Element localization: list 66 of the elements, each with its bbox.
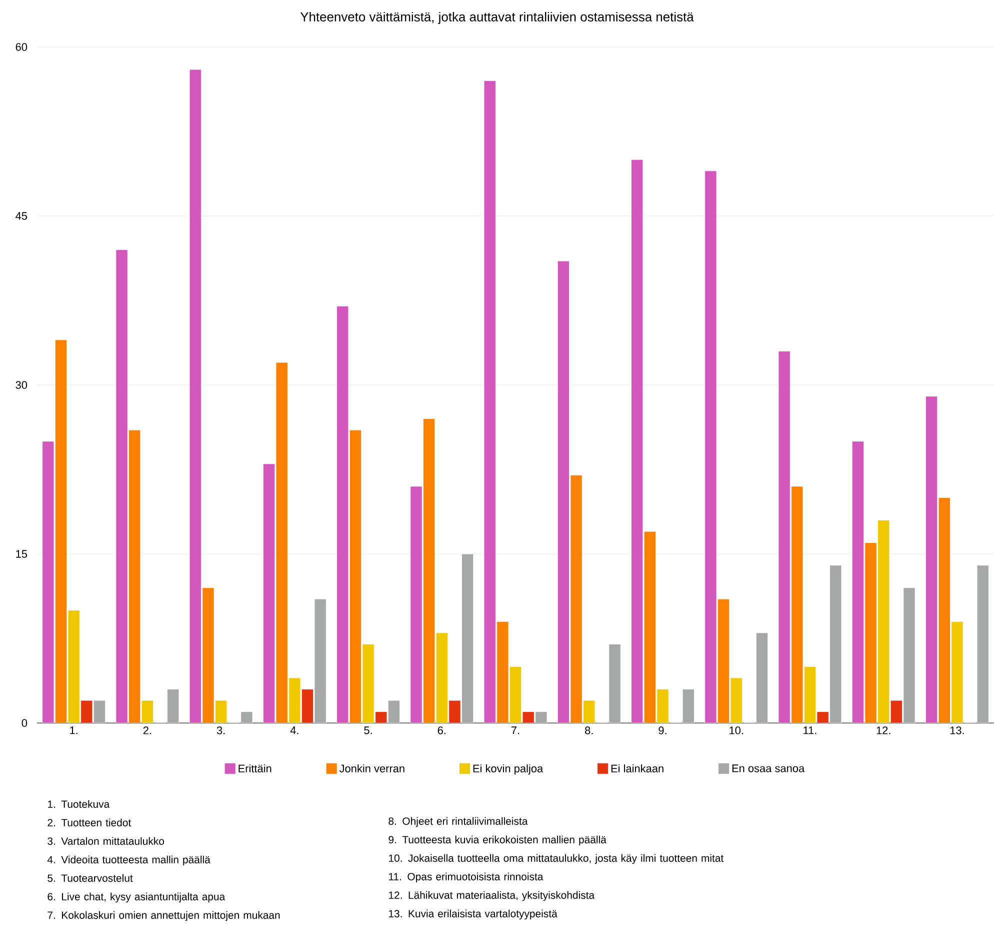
legend-label: En osaa sanoa	[732, 764, 805, 772]
bar	[423, 418, 436, 723]
chart-title: Yhteenveto väittämistä, jotka auttavat rintaliivien ostamisessa netistä	[300, 12, 694, 24]
legend-label: Erittäin	[238, 764, 272, 772]
text: 2. Tuotteen tiedot	[48, 818, 132, 826]
bar	[215, 700, 228, 723]
text: 12. Lähikuvat materiaalista, yksityiskohdista	[389, 891, 595, 901]
text: 7. Kokolaskuri omien annettujen mittojen mukaan	[48, 911, 280, 921]
x-tick-label: 11.	[804, 726, 816, 734]
x-tick-label: 4.	[290, 726, 298, 734]
bar	[730, 678, 742, 723]
bar	[141, 700, 154, 723]
text: 13. Kuvia erilaisista vartalotyypeistä	[389, 910, 558, 920]
x-tick-label: 10.	[730, 726, 743, 734]
text: 1. Tuotekuva	[48, 800, 110, 808]
text: 11. Opas erimuotoisista rinnoista	[389, 872, 544, 882]
bar	[68, 610, 80, 723]
bar	[890, 700, 902, 723]
text: 5. Tuotearvostelut	[48, 874, 133, 882]
bar	[80, 700, 93, 723]
y-tick-label: 0	[22, 719, 28, 727]
bar	[951, 621, 964, 723]
bar	[804, 666, 816, 723]
text: 8. Ohjeet eri rintaliivimalleista	[388, 817, 528, 827]
bar	[362, 644, 374, 723]
x-tick-label: 13.	[950, 726, 964, 734]
x-tick-label: 8.	[585, 726, 593, 734]
bar	[288, 678, 301, 723]
bar	[496, 621, 509, 723]
bar	[54, 340, 67, 723]
bar	[349, 430, 362, 723]
bar	[791, 486, 804, 723]
y-tick-label: 60	[16, 43, 28, 51]
bar	[864, 542, 877, 723]
x-tick-label: 7.	[512, 726, 520, 734]
text: 4. Videoita tuotteesta mallin päällä	[47, 856, 210, 866]
x-tick-label: 6.	[438, 726, 446, 734]
bar	[938, 497, 950, 723]
bar	[570, 474, 582, 723]
text: 9. Tuotteesta kuvia erikokoisten mallien päällä	[388, 836, 606, 846]
bar	[301, 688, 314, 723]
x-tick-label: 1.	[70, 726, 78, 734]
x-tick-label: 2.	[143, 726, 151, 734]
x-tick-label: 3.	[216, 726, 225, 734]
y-tick-label: 30	[16, 381, 28, 389]
bar	[718, 598, 730, 723]
bar	[128, 430, 141, 723]
bar	[276, 362, 288, 723]
legend-label: Ei lainkaan	[611, 764, 664, 772]
text: 6. Live chat, kysy asiantuntijalta apua	[48, 892, 226, 902]
legend-label: Jonkin verran	[339, 764, 404, 772]
bar	[448, 700, 461, 723]
bar	[583, 700, 596, 723]
x-tick-label: 9.	[658, 726, 666, 734]
bar	[644, 531, 656, 723]
x-tick-label: 5.	[364, 726, 372, 734]
y-tick-label: 45	[16, 212, 28, 220]
bar	[878, 520, 890, 723]
legend-label: Ei kovin paljoa	[473, 764, 544, 775]
bar	[509, 666, 522, 723]
text: 10. Jokaisella tuotteella oma mittataulukko, josta käy ilmi tuotteen mitat	[389, 854, 724, 864]
text: 3. Vartalon mittataulukko	[48, 837, 164, 845]
bar	[436, 632, 448, 723]
bar	[202, 588, 214, 723]
y-tick-label: 15	[16, 550, 28, 558]
x-tick-label: 12.	[876, 726, 890, 734]
